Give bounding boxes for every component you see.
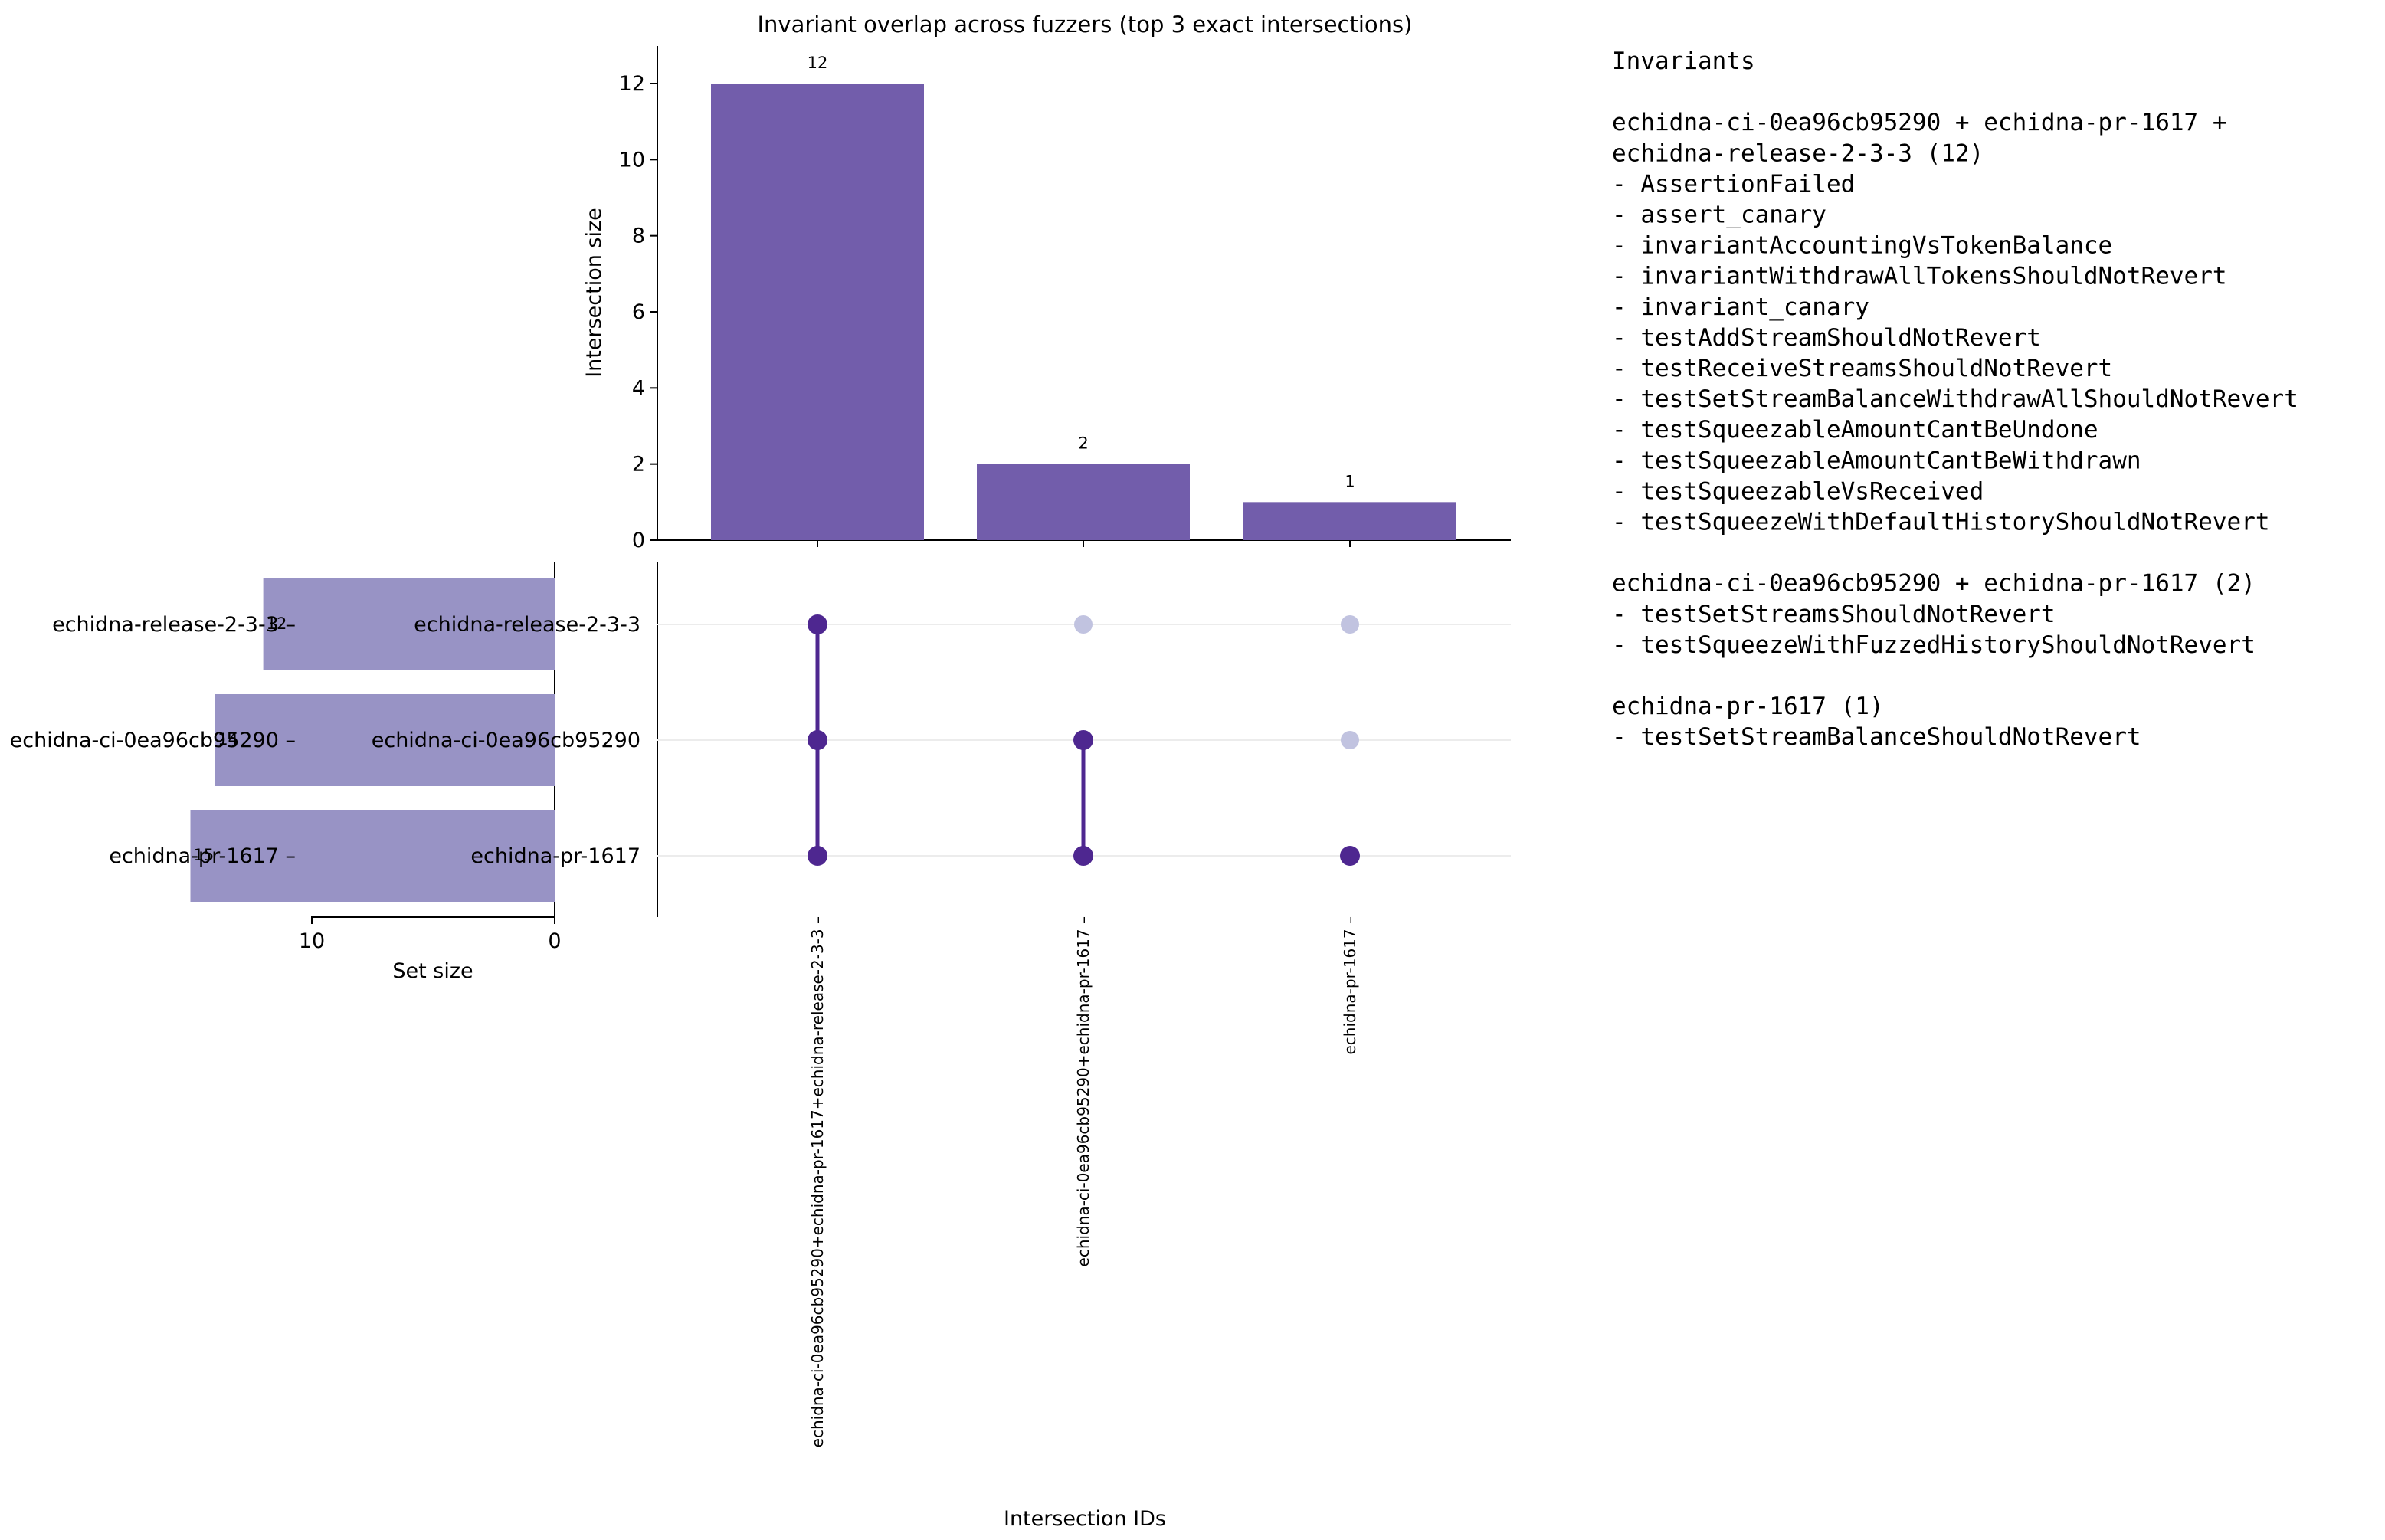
matrix-dot-active — [808, 730, 827, 750]
set-name-label: echidna-ci-0ea96cb95290 – — [10, 729, 296, 752]
set-name-label: echidna-pr-1617 – — [109, 844, 296, 868]
set-size-bar — [215, 694, 555, 786]
intersection-id-label: echidna-ci-0ea96cb95290+echidna-pr-1617+… — [808, 916, 827, 1447]
y-tick-label: 8 — [632, 224, 645, 248]
legend-item: - testSetStreamsShouldNotRevert — [1612, 601, 2056, 628]
y-tick-label: 2 — [632, 453, 645, 477]
y-tick-label: 0 — [632, 529, 645, 552]
intersection-bar — [711, 84, 924, 540]
set-name-label: echidna-release-2-3-3 – — [52, 613, 296, 637]
legend-group-header: echidna-ci-0ea96cb95290 + echidna-pr-161… — [1612, 570, 2256, 598]
legend-item: - invariantAccountingVsTokenBalance — [1612, 232, 2112, 260]
legend-item: - testAddStreamShouldNotRevert — [1612, 324, 2041, 352]
legend-item: - testSqueezableVsReceived — [1612, 477, 1984, 505]
matrix-dot-active — [808, 614, 827, 634]
set-size-value-label: 15 — [194, 846, 215, 864]
set-size-value-label: 14 — [218, 730, 238, 749]
legend-item: - testSqueezableAmountCantBeWithdrawn — [1612, 447, 2141, 474]
matrix-row-label: echidna-pr-1617 — [470, 844, 640, 868]
intersection-bar-value-label: 1 — [1345, 472, 1355, 490]
legend-item: - testReceiveStreamsShouldNotRevert — [1612, 355, 2112, 382]
intersection-id-label: echidna-ci-0ea96cb95290+echidna-pr-1617 … — [1074, 916, 1093, 1266]
intersection-x-axis-label: Intersection IDs — [1004, 1507, 1166, 1531]
matrix-dot-inactive — [1341, 731, 1359, 749]
invariants-legend: Invariants echidna-ci-0ea96cb95290 + echi… — [1612, 48, 2298, 751]
intersection-bar — [1243, 502, 1456, 540]
set-size-value-label: 12 — [267, 614, 287, 633]
matrix-dot-active — [1340, 846, 1360, 866]
intersection-bar-value-label: 2 — [1078, 434, 1088, 453]
matrix-dot-inactive — [1341, 615, 1359, 634]
legend-item: - testSetStreamBalanceWithdrawAllShouldN… — [1612, 385, 2298, 413]
matrix-dot-active — [1073, 846, 1093, 866]
intersection-id-label: echidna-pr-1617 – — [1341, 916, 1359, 1055]
legend-item: - testSqueezeWithDefaultHistoryShouldNot… — [1612, 509, 2270, 536]
chart-title: Invariant overlap across fuzzers (top 3 … — [758, 11, 1413, 38]
matrix-row-label: echidna-release-2-3-3 — [414, 613, 640, 637]
y-tick-label: 10 — [619, 148, 645, 172]
set-size-axis-label: Set size — [392, 959, 473, 983]
legend-title: Invariants — [1612, 48, 1755, 75]
intersection-bar-value-label: 12 — [808, 54, 828, 72]
legend-item: - invariant_canary — [1612, 293, 1869, 321]
legend-group-header: echidna-ci-0ea96cb95290 + echidna-pr-161… — [1612, 109, 2227, 136]
y-tick-label: 12 — [619, 72, 645, 96]
legend-item: - testSqueezableAmountCantBeUndone — [1612, 416, 2098, 444]
membership-matrix: echidna-ci-0ea96cb95290+echidna-pr-1617+… — [657, 562, 1511, 1447]
y-tick-label: 6 — [632, 300, 645, 324]
set-size-bar — [263, 578, 555, 670]
intersection-bar — [977, 464, 1190, 540]
matrix-dot-active — [1073, 730, 1093, 750]
legend-item: - invariantWithdrawAllTokensShouldNotRev… — [1612, 263, 2227, 290]
legend-item: - assert_canary — [1612, 202, 1826, 229]
intersection-bar-panel: 0 2 4 6 8 10 12 12 2 1 — [619, 46, 1511, 552]
legend-item: - testSetStreamBalanceShouldNotRevert — [1612, 723, 2141, 751]
matrix-row-label: echidna-ci-0ea96cb95290 — [372, 729, 640, 752]
y-tick-label: 4 — [632, 376, 645, 400]
matrix-dot-active — [808, 846, 827, 866]
set-size-tick-label: 0 — [548, 929, 561, 953]
legend-item: - AssertionFailed — [1612, 170, 1855, 198]
legend-group-header: echidna-pr-1617 (1) — [1612, 693, 1884, 720]
legend-item: - testSqueezeWithFuzzedHistoryShouldNotR… — [1612, 631, 2256, 659]
matrix-dot-inactive — [1074, 615, 1093, 634]
set-size-bar — [190, 810, 555, 902]
intersection-y-axis-label: Intersection size — [582, 208, 606, 378]
set-size-tick-label: 10 — [299, 929, 325, 953]
legend-group-header: echidna-release-2-3-3 (12) — [1612, 139, 1984, 167]
